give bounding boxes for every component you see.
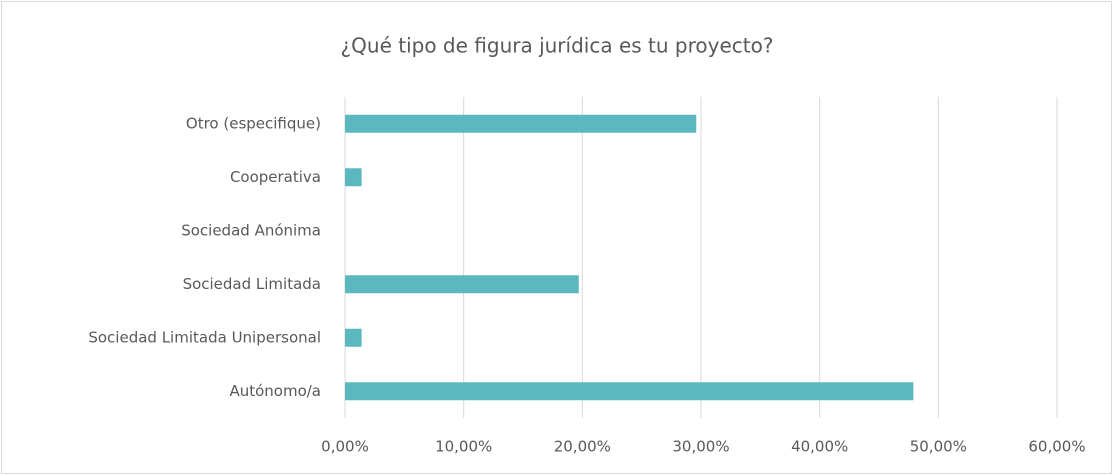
bar bbox=[345, 382, 914, 401]
x-tick-label: 0,00% bbox=[321, 438, 369, 456]
x-tick-label: 10,00% bbox=[435, 438, 492, 456]
y-tick-label: Sociedad Limitada bbox=[183, 275, 321, 293]
x-tick-label: 30,00% bbox=[672, 438, 729, 456]
y-tick-label: Cooperativa bbox=[230, 168, 321, 186]
chart-title: ¿Qué tipo de figura jurídica es tu proye… bbox=[341, 34, 774, 58]
x-tick-label: 20,00% bbox=[554, 438, 611, 456]
y-tick-label: Autónomo/a bbox=[229, 382, 321, 400]
x-tick-label: 40,00% bbox=[791, 438, 848, 456]
y-tick-label: Sociedad Limitada Unipersonal bbox=[88, 328, 321, 346]
y-tick-label: Sociedad Anónima bbox=[181, 221, 321, 239]
bar bbox=[345, 275, 579, 294]
x-tick-label: 50,00% bbox=[910, 438, 967, 456]
y-tick-label: Otro (especifique) bbox=[186, 114, 321, 132]
x-tick-label: 60,00% bbox=[1028, 438, 1085, 456]
bar bbox=[345, 168, 362, 187]
bar bbox=[345, 328, 362, 347]
bar bbox=[345, 114, 697, 133]
